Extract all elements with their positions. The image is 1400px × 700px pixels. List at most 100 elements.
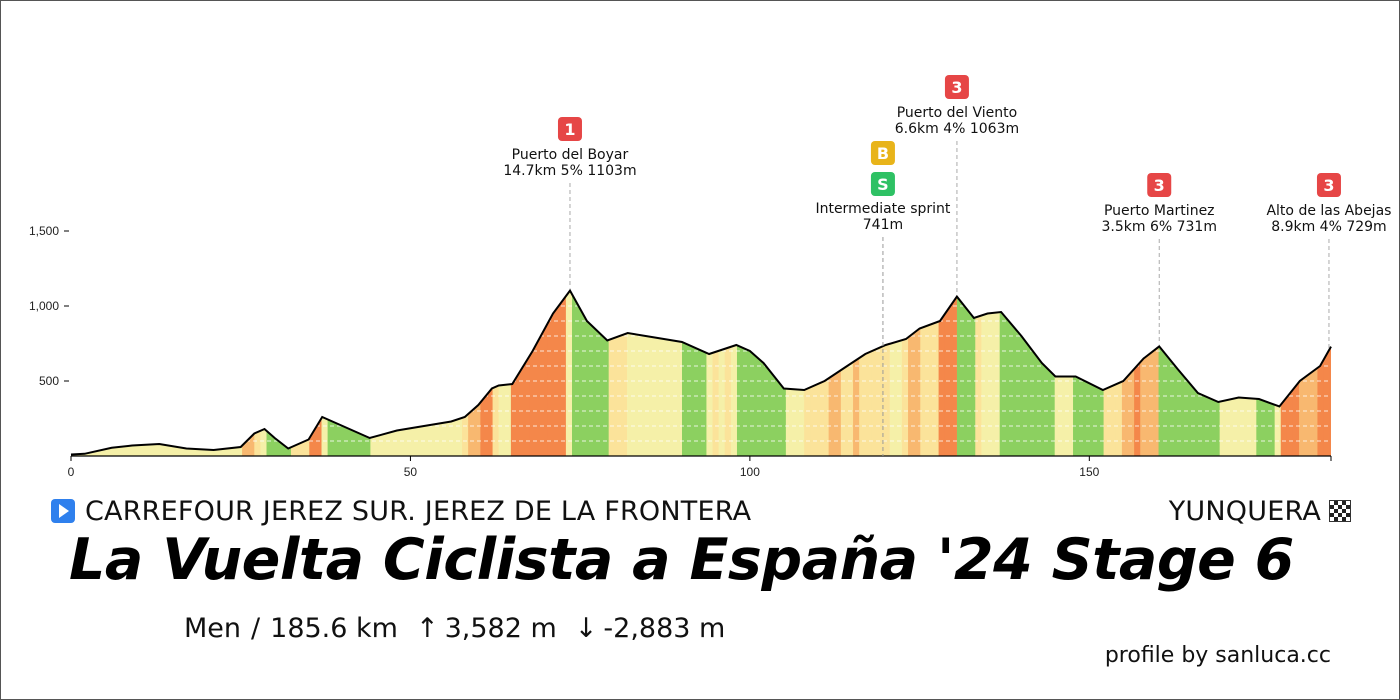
- gradient-strip: [1280, 290, 1288, 456]
- gradient-strip: [492, 290, 500, 456]
- gradient-strip: [584, 290, 591, 456]
- gradient-strip: [89, 290, 97, 456]
- gradient-strip: [113, 290, 121, 456]
- gradient-strip: [187, 290, 194, 456]
- gradient-strip: [773, 290, 781, 456]
- gradient-strip: [791, 290, 799, 456]
- gradient-strip: [908, 290, 915, 456]
- gradient-strip: [681, 290, 689, 456]
- gradient-strip: [1018, 290, 1025, 456]
- gradient-strip: [1103, 290, 1111, 456]
- gradient-strip: [455, 290, 463, 456]
- climb-name: Puerto Martinez: [1104, 203, 1215, 219]
- gradient-strip: [1085, 290, 1092, 456]
- gradient-strip: [327, 290, 335, 456]
- gradient-strips: [71, 290, 1331, 456]
- gradient-strip: [1195, 290, 1202, 456]
- gradient-strip: [260, 290, 268, 456]
- ascent-value: 3,582 m: [444, 613, 557, 644]
- gradient-strip: [1030, 290, 1037, 456]
- gradient-strip: [639, 290, 646, 456]
- gradient-strip: [859, 290, 866, 456]
- gradient-strip: [1201, 290, 1209, 456]
- bonus-badge-label: B: [877, 144, 889, 163]
- gradient-strip: [1011, 290, 1019, 456]
- gradient-strip: [162, 290, 170, 456]
- gradient-strip: [364, 290, 371, 456]
- y-tick-label: 1,000: [29, 299, 59, 313]
- gradient-strip: [272, 290, 280, 456]
- gradient-strip: [248, 290, 255, 456]
- gradient-strip: [309, 290, 316, 456]
- gradient-strip: [1121, 290, 1129, 456]
- gradient-strip: [370, 290, 378, 456]
- gradient-strip: [1237, 290, 1245, 456]
- gradient-strip: [339, 290, 347, 456]
- gradient-strip: [608, 290, 616, 456]
- gradient-strip: [926, 290, 934, 456]
- sprint-badge-label: S: [877, 175, 889, 194]
- gradient-strip: [1207, 290, 1215, 456]
- gradient-strip: [944, 290, 952, 456]
- y-tick-label: 1,500: [29, 224, 59, 238]
- gradient-strip: [1268, 290, 1276, 456]
- gradient-strip: [1250, 290, 1257, 456]
- gradient-strip: [950, 290, 958, 456]
- gradient-strip: [443, 290, 451, 456]
- gradient-strip: [590, 290, 598, 456]
- gradient-strip: [920, 290, 927, 456]
- gradient-strip: [419, 290, 426, 456]
- gradient-strip: [95, 290, 103, 456]
- climb-details: 14.7km 5% 1103m: [503, 163, 636, 179]
- gradient-strip: [1213, 290, 1221, 456]
- gradient-strip: [578, 290, 585, 456]
- gradient-strip: [602, 290, 610, 456]
- gradient-strip: [1079, 290, 1086, 456]
- gradient-strip: [999, 290, 1007, 456]
- gradient-strip: [254, 290, 262, 456]
- gradient-strip: [1036, 290, 1044, 456]
- gradient-strip: [1097, 290, 1105, 456]
- gradient-strip: [743, 290, 750, 456]
- gradient-strip: [981, 290, 989, 456]
- gradient-strip: [199, 290, 207, 456]
- gradient-strip: [1066, 290, 1074, 456]
- gradient-strip: [749, 290, 756, 456]
- gradient-strip: [242, 290, 249, 456]
- gradient-strip: [810, 290, 818, 456]
- gradient-strip: [486, 290, 494, 456]
- gradient-strip: [547, 290, 555, 456]
- gradient-strip: [767, 290, 775, 456]
- gradient-strip: [1060, 290, 1068, 456]
- gradient-strip: [565, 290, 573, 456]
- finish-label: YUNQUERA: [1168, 495, 1321, 527]
- gradient-strip: [822, 290, 830, 456]
- gradient-strip: [107, 290, 115, 456]
- gradient-strip: [449, 290, 457, 456]
- gradient-strip: [853, 290, 860, 456]
- gradient-strip: [798, 290, 805, 456]
- gradient-strip: [223, 290, 231, 456]
- gradient-strip: [1189, 290, 1196, 456]
- gradient-strip: [834, 290, 842, 456]
- gradient-strip: [217, 290, 225, 456]
- gradient-strip: [627, 290, 634, 456]
- gradient-strip: [229, 290, 237, 456]
- climb-category-badge: [1147, 173, 1172, 197]
- gradient-strip: [119, 290, 127, 456]
- gradient-strip: [437, 290, 445, 456]
- gradient-strip: [1134, 290, 1141, 456]
- gradient-strip: [761, 290, 769, 456]
- gradient-strip: [211, 290, 219, 456]
- distance-value: 185.6 km: [270, 613, 398, 644]
- gradient-strip: [901, 290, 909, 456]
- gradient-strip: [1054, 290, 1062, 456]
- gradient-strip: [431, 290, 439, 456]
- gradient-strip: [1311, 290, 1319, 456]
- x-tick-label: 100: [740, 465, 760, 479]
- ascent-arrow-icon: ↑: [415, 613, 439, 644]
- descent-arrow-icon: ↓: [574, 613, 598, 644]
- gradient-strip: [504, 290, 512, 456]
- gradient-strip: [510, 290, 518, 456]
- gradient-strip: [345, 290, 353, 456]
